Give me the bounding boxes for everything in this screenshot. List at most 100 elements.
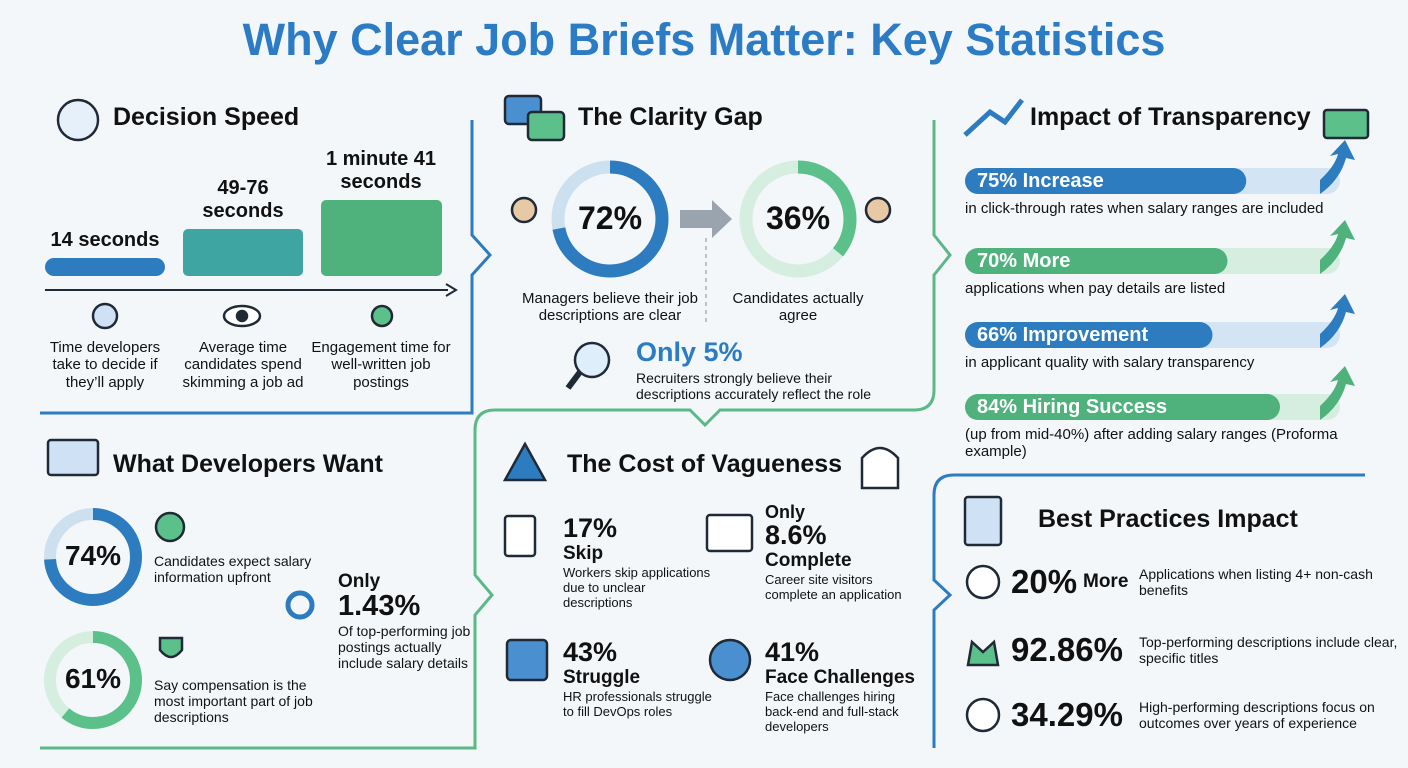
arrow bbox=[1320, 140, 1355, 194]
bar bbox=[965, 394, 1280, 420]
time-bar bbox=[45, 258, 165, 276]
stat: 92.86% bbox=[1011, 631, 1123, 668]
timeline-arrow bbox=[445, 283, 458, 297]
stat-label: Struggle bbox=[563, 667, 641, 688]
icon bbox=[573, 341, 611, 379]
stat: 43% bbox=[563, 637, 618, 667]
donut-arc bbox=[551, 160, 669, 278]
icon bbox=[966, 639, 1000, 667]
icon bbox=[505, 638, 549, 682]
stat: 20% bbox=[1011, 563, 1078, 600]
border bbox=[40, 120, 952, 750]
heading: The Clarity Gap bbox=[578, 103, 763, 131]
caption: Face challenges hiring back-end and full… bbox=[765, 689, 899, 734]
heading: Best Practices Impact bbox=[1038, 505, 1298, 533]
icon bbox=[158, 636, 184, 659]
donut-arc bbox=[739, 160, 857, 278]
icon bbox=[91, 302, 119, 330]
icon bbox=[502, 441, 548, 482]
icon bbox=[46, 438, 100, 477]
icon bbox=[285, 590, 315, 620]
caption: Recruiters strongly believe their descri… bbox=[636, 370, 871, 403]
prefix: Only bbox=[338, 571, 381, 592]
donut-arc bbox=[44, 631, 142, 729]
icon bbox=[503, 514, 537, 558]
stat: 17% bbox=[563, 513, 618, 543]
panel-borders bbox=[40, 120, 1365, 750]
icons bbox=[46, 94, 1370, 733]
icon bbox=[965, 697, 1001, 733]
title: Why Clear Job Briefs Matter: Key Statist… bbox=[242, 14, 1166, 65]
icon bbox=[963, 495, 1003, 547]
icon bbox=[154, 511, 186, 543]
arrow bbox=[680, 200, 732, 238]
time-label: 1 minute 41 seconds bbox=[325, 148, 437, 193]
border bbox=[932, 473, 1365, 748]
icon bbox=[705, 513, 754, 553]
icon bbox=[1322, 108, 1370, 140]
stat: 34.29% bbox=[1011, 696, 1123, 733]
donut-label: 36% bbox=[765, 199, 831, 236]
caption: Top-performing descriptions include clea… bbox=[1139, 634, 1398, 667]
caption: Applications when listing 4+ non-cash be… bbox=[1139, 566, 1373, 599]
caption: Engagement time for well-written job pos… bbox=[311, 339, 451, 391]
donut-label: 61% bbox=[64, 663, 122, 695]
caption: Candidates expect salary information upf… bbox=[154, 553, 312, 586]
bar-label: 75% Increase bbox=[977, 170, 1104, 192]
icon bbox=[510, 196, 538, 224]
heading: What Developers Want bbox=[113, 450, 383, 478]
caption: applications when pay details are listed bbox=[965, 280, 1226, 297]
stat: 8.6% bbox=[765, 520, 827, 550]
arrow bbox=[1320, 366, 1355, 420]
icon bbox=[864, 196, 892, 224]
icon bbox=[860, 446, 900, 490]
icon bbox=[235, 309, 249, 323]
donut-arc bbox=[44, 508, 142, 606]
stat: 1.43% bbox=[338, 590, 421, 622]
caption: Average time candidates spend skimming a… bbox=[182, 339, 304, 391]
donut-label: 72% bbox=[577, 199, 643, 236]
stat-suffix: More bbox=[1083, 571, 1129, 592]
caption: Managers believe their job descriptions … bbox=[522, 290, 698, 325]
icon bbox=[370, 304, 394, 328]
bar bbox=[965, 248, 1228, 274]
bar-label: 84% Hiring Success bbox=[977, 396, 1168, 418]
time-bar bbox=[183, 229, 303, 276]
caption: in applicant quality with salary transpa… bbox=[965, 354, 1255, 371]
bar-label: 70% More bbox=[977, 250, 1071, 272]
heading: The Cost of Vagueness bbox=[567, 450, 843, 478]
time-bar bbox=[321, 200, 442, 276]
arrow bbox=[1320, 294, 1355, 348]
caption: Candidates actually agree bbox=[732, 290, 864, 325]
bar-label: 66% Improvement bbox=[977, 324, 1149, 346]
caption: Of top-performing job postings actually … bbox=[338, 623, 471, 672]
icon bbox=[965, 564, 1001, 600]
caption: Say compensation is the most important p… bbox=[154, 677, 313, 726]
icon bbox=[56, 98, 100, 142]
icon bbox=[526, 110, 566, 142]
border bbox=[40, 120, 493, 415]
caption: Time developers take to decide if they’l… bbox=[49, 339, 161, 391]
caption: Career site visitors complete an applica… bbox=[765, 572, 902, 602]
arrow bbox=[1320, 220, 1355, 274]
caption: High-performing descriptions focus on ou… bbox=[1139, 699, 1375, 732]
heading: Impact of Transparency bbox=[1030, 103, 1311, 131]
stat: Only 5% bbox=[636, 337, 743, 367]
caption: (up from mid-40%) after adding salary ra… bbox=[965, 426, 1338, 461]
prefix: Only bbox=[765, 502, 806, 522]
caption: Workers skip applications due to unclear… bbox=[563, 565, 711, 610]
stat-label: Face Challenges bbox=[765, 667, 915, 688]
time-label: 49-76 seconds bbox=[202, 177, 284, 222]
icon bbox=[565, 370, 583, 390]
bar bbox=[965, 168, 1247, 194]
caption: HR professionals struggle to fill DevOps… bbox=[563, 689, 712, 719]
stat: 41% bbox=[765, 637, 820, 667]
stat-label: Complete bbox=[765, 550, 852, 571]
caption: in click-through rates when salary range… bbox=[965, 200, 1324, 217]
icon bbox=[708, 638, 752, 682]
time-label: 14 seconds bbox=[50, 229, 160, 251]
heading: Decision Speed bbox=[113, 103, 300, 131]
icon bbox=[963, 98, 1024, 137]
